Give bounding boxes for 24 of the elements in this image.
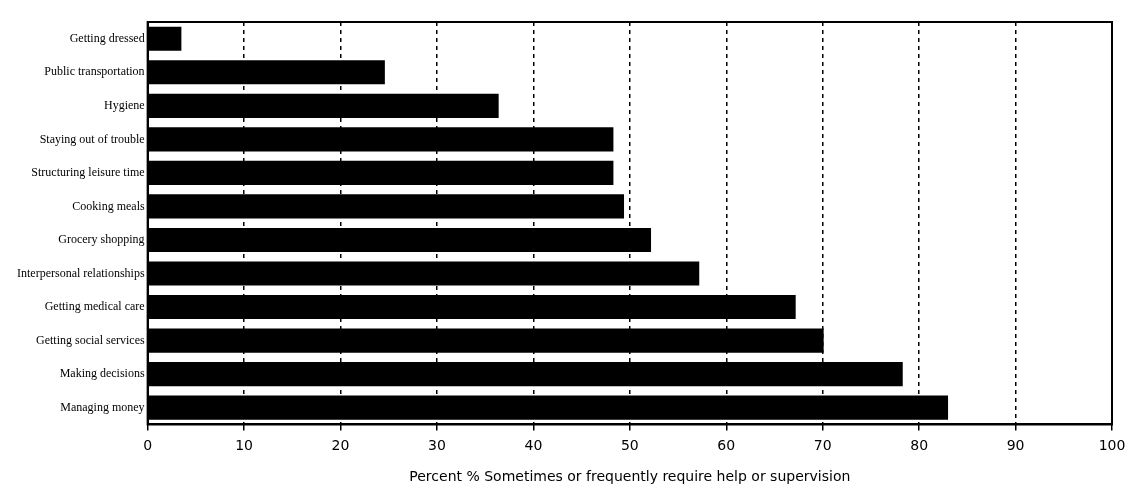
x-tick-label: 10 [235, 437, 253, 454]
x-tick-label: 70 [813, 437, 832, 454]
x-tick-label: 100 [1098, 437, 1126, 454]
x-tick-label: 90 [1006, 437, 1025, 454]
y-tick-label: Managing money [60, 399, 145, 414]
y-tick-label: Hygiene [103, 97, 145, 112]
x-tick-label: 20 [331, 437, 350, 454]
x-tick-label: 60 [717, 437, 736, 454]
y-tick-label: Staying out of trouble [39, 131, 145, 146]
x-tick-label: 50 [620, 437, 639, 454]
y-tick-label: Structuring leisure time [31, 165, 145, 180]
x-tick-label: 40 [524, 437, 543, 454]
x-tick-label: 80 [910, 437, 929, 454]
x-tick-label: 0 [143, 437, 153, 454]
y-tick-label: Getting social services [35, 332, 145, 347]
y-tick-label: Cooking meals [72, 198, 145, 213]
y-tick-label: Interpersonal relationships [16, 265, 145, 280]
x-axis-title: Percent % Sometimes or frequently require help or supervision [409, 468, 851, 485]
y-tick-label: Grocery shopping [58, 232, 145, 247]
y-tick-label: Getting medical care [44, 299, 145, 314]
y-tick-label: Making decisions [59, 366, 145, 381]
y-tick-label: Getting dressed [69, 30, 145, 45]
y-tick-label: Public transportation [44, 64, 145, 79]
x-tick-label: 30 [428, 437, 446, 454]
